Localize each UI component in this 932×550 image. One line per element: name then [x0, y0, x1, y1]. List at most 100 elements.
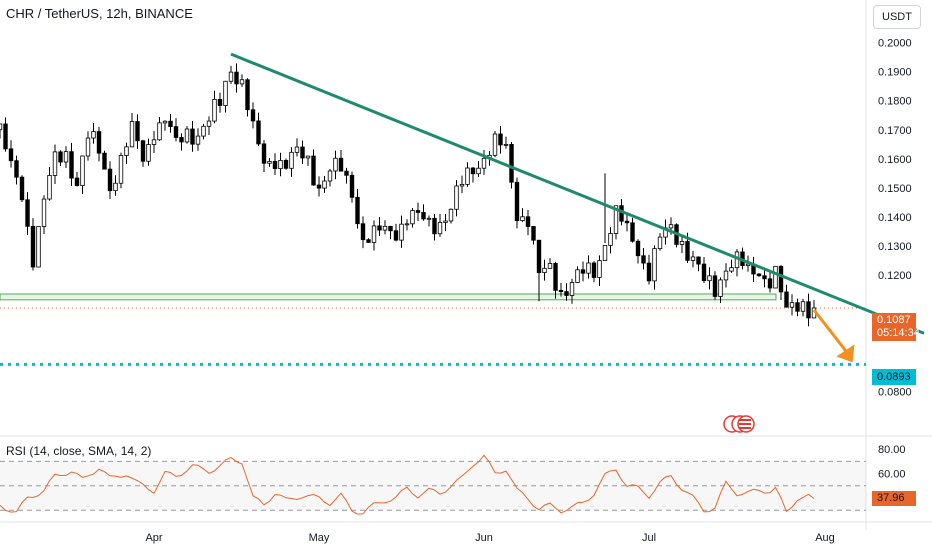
candle-body: [195, 135, 201, 145]
candle-body: [371, 225, 377, 243]
candle-body: [333, 157, 338, 172]
candle-body: [470, 167, 476, 175]
chart-title: CHR / TetherUS, 12h, BINANCE: [6, 6, 193, 21]
candle-body: [338, 157, 344, 172]
candle-body: [245, 79, 250, 111]
candle-body: [454, 185, 459, 210]
candle-body: [564, 291, 569, 296]
candle-body: [157, 122, 162, 141]
candle-body: [52, 151, 58, 176]
candle-body: [349, 174, 355, 198]
candle-body: [85, 137, 91, 157]
candle-body: [382, 225, 388, 231]
candle-body: [806, 301, 811, 319]
candle-body: [602, 245, 608, 261]
candle-body: [113, 182, 118, 192]
candle-body: [228, 71, 234, 82]
candle-body: [80, 155, 85, 187]
price-tick-label: 0.1200: [878, 270, 912, 282]
price-tick-label: 0.1900: [878, 67, 912, 79]
candle-body: [635, 240, 641, 257]
price-tick-label: 0.1600: [878, 154, 912, 166]
candle-body: [404, 223, 410, 226]
candle-body: [278, 159, 283, 170]
forecast-arrow-head: [836, 344, 855, 363]
candle-body: [525, 216, 531, 227]
candle-body: [795, 302, 800, 312]
candle-body: [355, 196, 360, 225]
candle-body: [712, 275, 718, 297]
forecast-arrow-shaft: [812, 309, 850, 356]
candle-body: [223, 80, 228, 106]
candle-body: [327, 170, 333, 182]
candle-body: [465, 167, 470, 185]
candle-body: [547, 263, 553, 269]
rsi-title: RSI (14, close, SMA, 14, 2): [6, 444, 152, 458]
candle-body: [426, 217, 432, 220]
price-tick-label: 0.1300: [878, 241, 912, 253]
candle-body: [542, 267, 547, 273]
candle-body: [19, 176, 25, 201]
candle-body: [586, 262, 591, 274]
time-axis-label: Aug: [815, 532, 835, 544]
candle-body: [360, 223, 366, 241]
candle-body: [756, 273, 762, 277]
candle-body: [234, 71, 239, 85]
time-axis-label: May: [309, 532, 330, 544]
candle-body: [107, 168, 113, 192]
candle-body: [96, 131, 102, 154]
candle-body: [421, 212, 426, 220]
candle-body: [311, 155, 316, 186]
candle-body: [641, 255, 646, 264]
candle-body: [476, 167, 481, 175]
candle-body: [250, 109, 256, 122]
candle-body: [558, 289, 564, 292]
candle-body: [767, 278, 773, 289]
candle-body: [718, 279, 723, 297]
rsi-tick-label: 80.00: [878, 444, 906, 456]
candle-body: [773, 265, 778, 289]
time-axis-label: Apr: [145, 532, 162, 544]
candle-body: [762, 275, 767, 280]
candle-body: [778, 265, 784, 293]
candle-body: [25, 199, 30, 227]
candle-body: [267, 161, 272, 164]
candle-body: [212, 98, 217, 122]
current-price-value: 0.1087: [877, 314, 911, 326]
target-price-badge: 0.0893: [872, 369, 916, 385]
price-tick-label: 0.1500: [878, 183, 912, 195]
candle-body: [168, 120, 173, 127]
countdown-timer: 05:14:34: [877, 327, 920, 339]
currency-button[interactable]: USDT: [873, 5, 921, 29]
candle-body: [36, 226, 41, 268]
trendline: [230, 52, 925, 335]
candle-body: [206, 120, 212, 127]
candle-body: [723, 270, 729, 281]
candle-body: [514, 181, 520, 222]
candle-body: [575, 269, 580, 283]
candle-body: [624, 220, 630, 224]
candle-body: [14, 160, 19, 178]
candle-body: [652, 248, 657, 282]
candle-body: [261, 143, 267, 164]
candle-body: [707, 275, 712, 282]
price-tick-label: 0.0800: [878, 386, 912, 398]
time-axis-label: Jul: [642, 532, 656, 544]
candle-body: [162, 120, 168, 124]
flag-news-icon[interactable]: [720, 414, 756, 434]
rsi-line: [0, 454, 815, 515]
candle-body: [91, 131, 96, 139]
candle-body: [509, 143, 514, 183]
candle-body: [69, 151, 74, 179]
candle-body: [322, 180, 327, 189]
candle-body: [459, 183, 465, 187]
candle-body: [608, 233, 613, 246]
candle-body: [679, 241, 685, 245]
candle-body: [41, 198, 47, 227]
rsi-tick-label: 60.00: [878, 469, 906, 481]
candle-body: [179, 137, 184, 143]
candle-body: [146, 144, 151, 162]
current-price-badge: 0.1087 05:14:34: [872, 313, 920, 341]
candle-body: [784, 291, 789, 308]
